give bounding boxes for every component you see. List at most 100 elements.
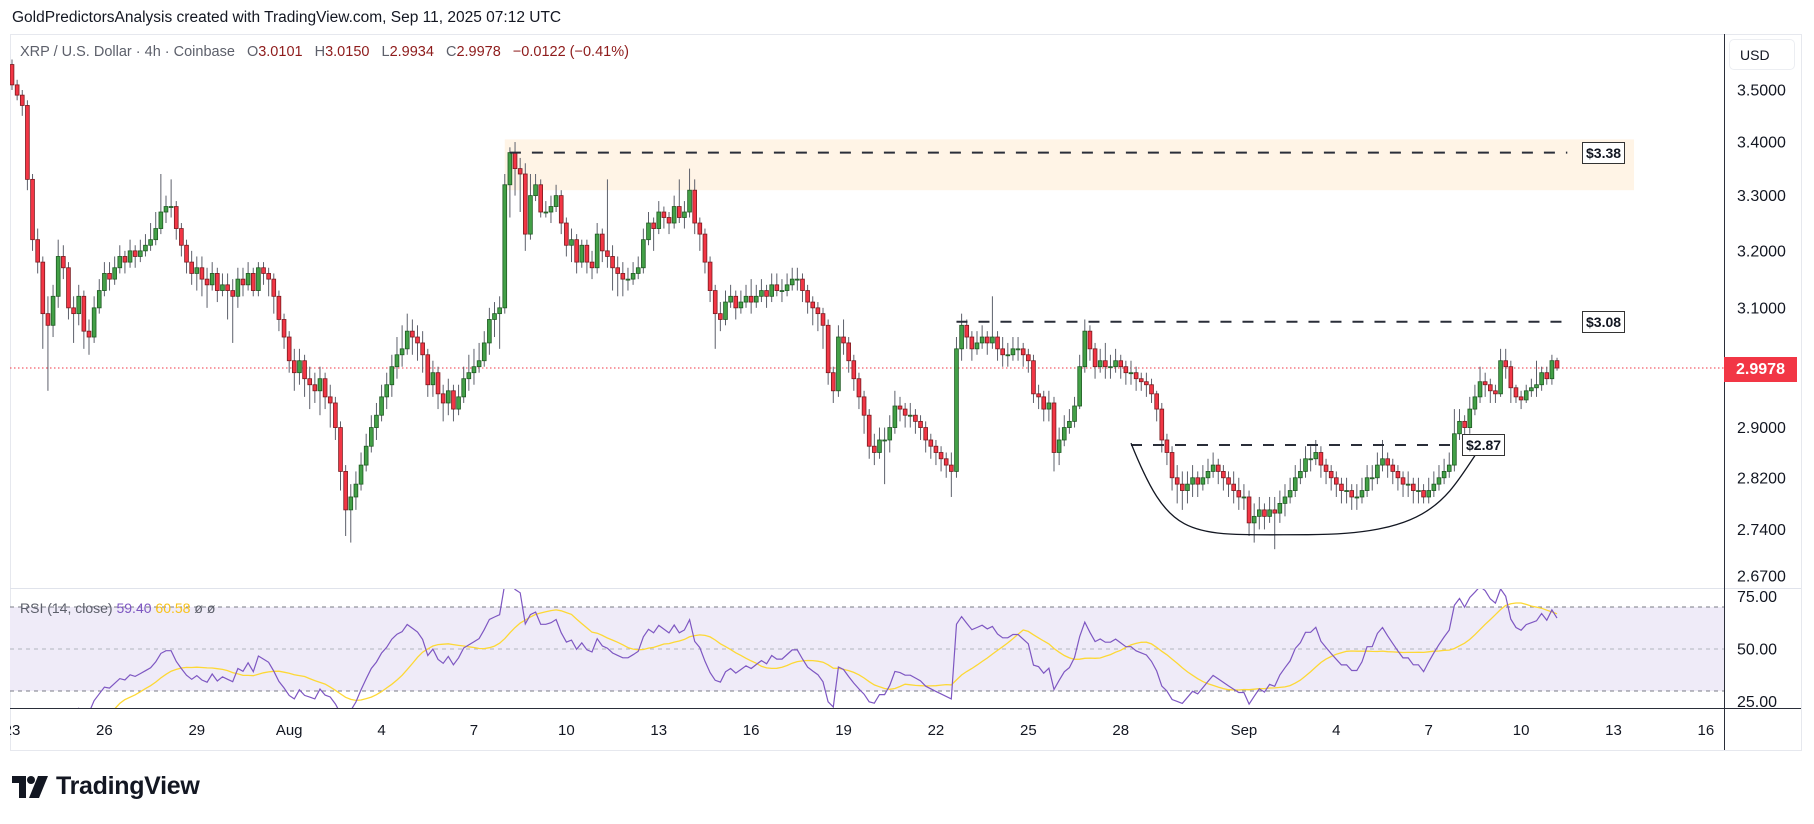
candle	[230, 279, 236, 343]
close-label: C	[445, 44, 457, 60]
rsi-tick-label: 50.00	[1737, 642, 1777, 659]
level-label-287[interactable]: $2.87	[1462, 433, 1506, 456]
price-axis[interactable]: 3.5000 3.4000 3.3000 3.2000 3.1000 2.9000 2.82…	[1737, 83, 1786, 586]
price-tick-label: 3.4000	[1737, 135, 1786, 152]
candle-body-down	[107, 273, 112, 280]
rsi-value: 59.40	[116, 600, 152, 616]
candle	[820, 307, 826, 349]
candle	[599, 228, 605, 263]
tradingview-logo[interactable]: TradingView	[12, 772, 200, 801]
candle-body-down	[984, 336, 990, 344]
candle-body-down	[1159, 408, 1165, 441]
candle	[292, 348, 297, 391]
candle	[1436, 465, 1442, 491]
candle-body-down	[440, 393, 446, 404]
candle	[25, 100, 30, 191]
rsi-axis[interactable]: 75.00 50.00 25.00	[1737, 589, 1777, 711]
time-tick-label: 13	[1605, 722, 1622, 739]
rsi-legend[interactable]: RSI (14, close) 59.40 60.58 ø ø	[20, 600, 215, 616]
currency-button[interactable]: USD	[1729, 39, 1795, 70]
candle	[851, 354, 857, 391]
candle	[1411, 477, 1416, 504]
candle-body-up	[96, 290, 102, 309]
candle	[1457, 409, 1462, 440]
candle	[615, 256, 620, 297]
candle-body-down	[1026, 354, 1031, 362]
candle	[574, 234, 579, 274]
rsi-ma-value: 60.58	[155, 600, 191, 616]
candle-body-up	[369, 427, 374, 447]
candle-body-down	[81, 295, 87, 332]
candle	[245, 262, 251, 291]
candle-body-up	[784, 284, 790, 291]
open-value: 3.0101	[258, 44, 303, 60]
price-tick-label: 2.7400	[1737, 522, 1786, 539]
candle	[800, 273, 805, 303]
candle-body-down	[1221, 471, 1226, 479]
candle-body-up	[379, 396, 384, 416]
price-tick-label: 3.5000	[1737, 83, 1786, 100]
candle-body-up	[456, 396, 461, 410]
candle	[256, 262, 261, 297]
symbol-title[interactable]: XRP / U.S. Dollar · 4h · Coinbase	[20, 44, 235, 60]
candle	[1267, 496, 1272, 523]
time-tick-label: 28	[1112, 722, 1129, 739]
candle	[333, 396, 338, 440]
candle	[363, 433, 369, 472]
candle-body-down	[1482, 381, 1488, 386]
candle	[728, 284, 733, 308]
rsi-line	[78, 589, 1558, 708]
candle-body-down	[1544, 372, 1550, 380]
candle-body-down	[1390, 464, 1396, 472]
candle-body-down	[718, 313, 723, 320]
candle	[466, 354, 472, 391]
candle-body-down	[866, 414, 872, 447]
candle	[194, 256, 200, 291]
low-label: L	[381, 44, 390, 60]
candle-body-down	[1092, 348, 1098, 368]
candle-body-up	[163, 206, 169, 213]
candle-body-up	[1046, 402, 1052, 410]
candle-body-down	[173, 206, 179, 229]
candle-body-down	[810, 301, 816, 309]
candle	[1103, 342, 1108, 379]
candle	[759, 279, 764, 303]
level-label-338[interactable]: $3.38	[1582, 141, 1626, 164]
level-label-308[interactable]: $3.08	[1582, 310, 1626, 333]
candle-body-down	[86, 330, 92, 338]
candle	[1416, 477, 1421, 504]
candle-body-up	[1005, 354, 1011, 357]
candle-body-up	[1108, 366, 1113, 369]
candle	[584, 239, 590, 274]
candle-body-down	[697, 222, 703, 235]
candle-body-up	[394, 354, 400, 368]
candle	[66, 262, 71, 320]
candle	[76, 284, 82, 326]
time-tick-label: 4	[1332, 722, 1340, 739]
candle-body-down	[261, 267, 266, 274]
candle	[45, 296, 51, 391]
candle-body-down	[1554, 360, 1560, 369]
candle	[1082, 319, 1088, 373]
candle	[723, 290, 728, 326]
candle	[1020, 342, 1026, 367]
candle	[1472, 384, 1478, 416]
candle-body-down	[1041, 396, 1047, 410]
candle-body-up	[1472, 396, 1478, 410]
candle	[1046, 390, 1052, 422]
price-tick-label: 3.3000	[1737, 188, 1786, 205]
time-tick-label: Sep	[1231, 722, 1258, 739]
candle-body-up	[1539, 372, 1544, 386]
rsi-extra-2: ø	[206, 600, 216, 616]
candle-body-up	[1529, 387, 1534, 392]
price-tick-label: 2.9000	[1737, 420, 1786, 437]
candle-body-up	[759, 290, 764, 297]
candle-body-down	[19, 94, 25, 106]
candle-body-up	[1056, 439, 1062, 453]
candle-body-down	[45, 313, 51, 326]
time-axis[interactable]: 23 26 29 Aug 4 7 10 13 16 19 22 25 28 Sep 4 7 10 13 16	[4, 722, 1715, 739]
candle	[856, 372, 862, 410]
candle	[810, 296, 816, 326]
time-tick-label: 13	[650, 722, 667, 739]
